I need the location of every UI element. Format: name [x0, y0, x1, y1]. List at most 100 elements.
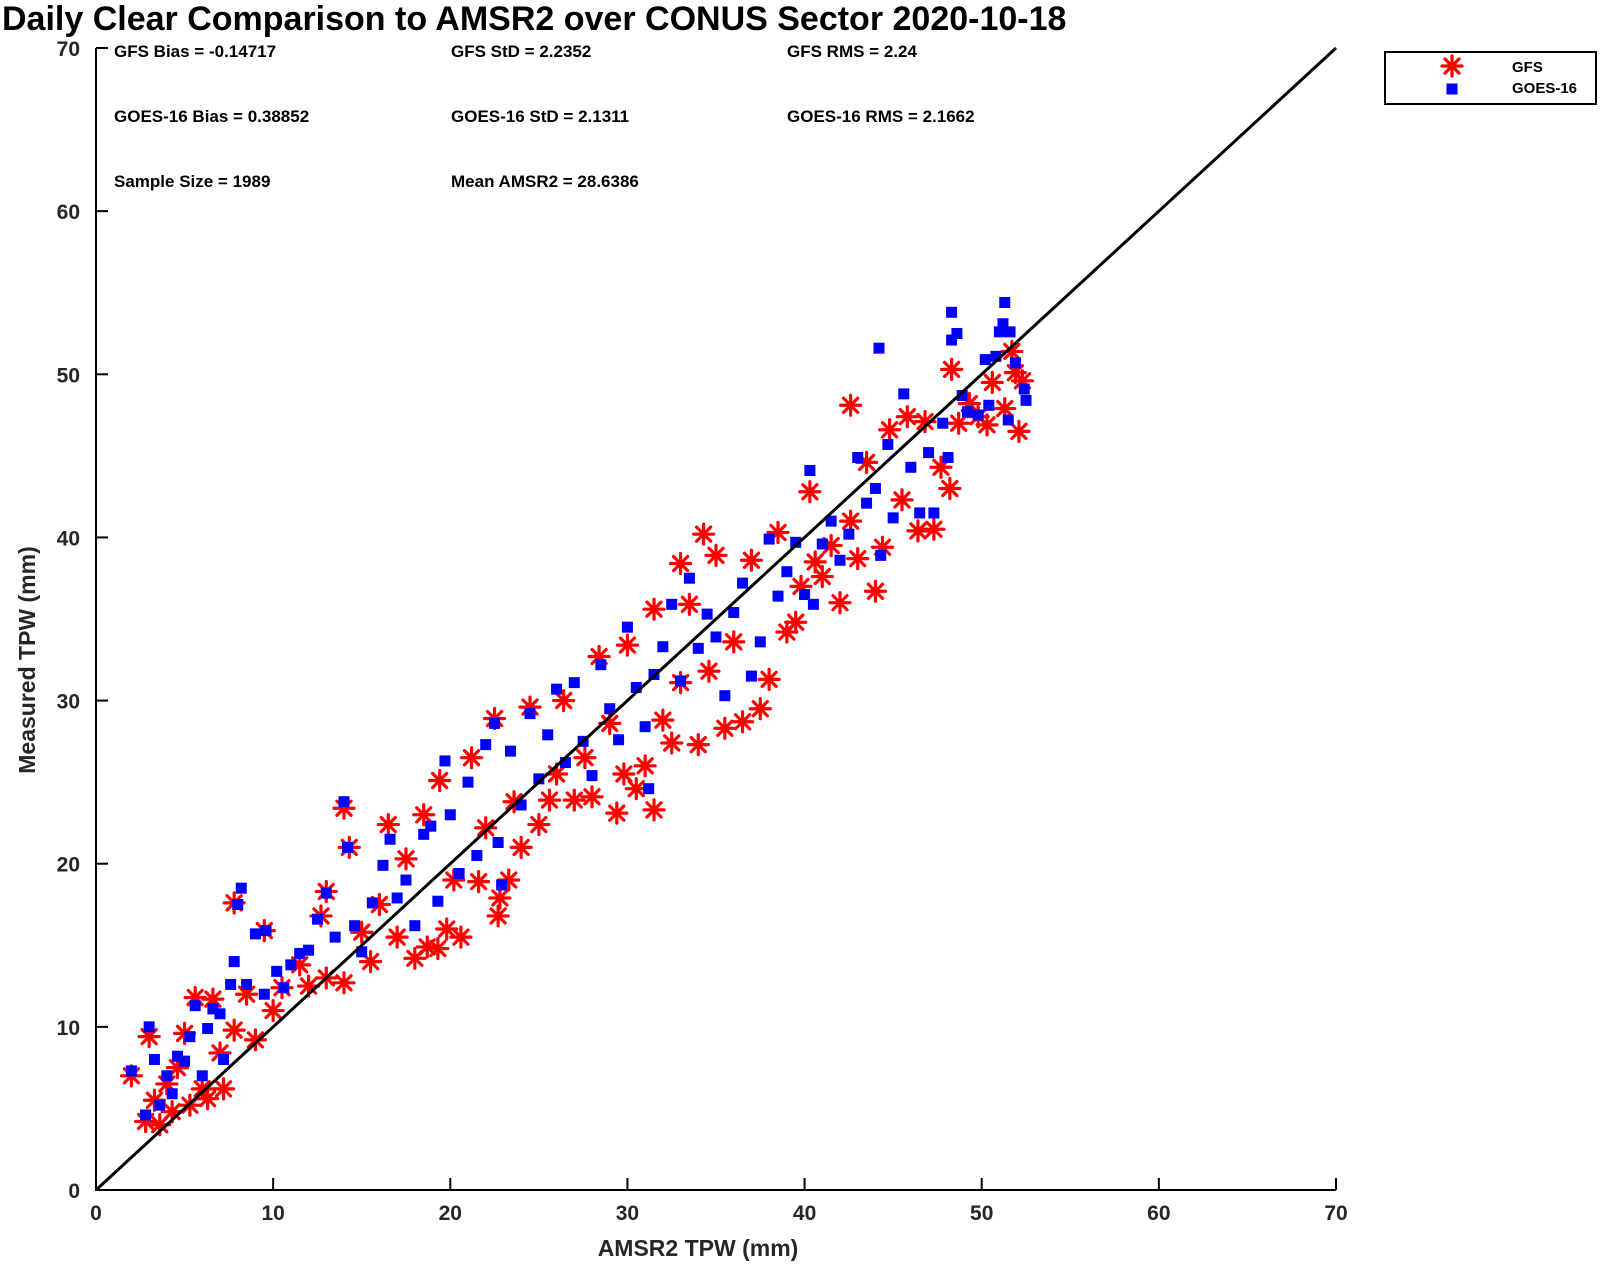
goes-16-point: [471, 850, 483, 862]
goes-16-point: [171, 1050, 183, 1062]
gfs-point: [486, 904, 510, 928]
goes-16-point: [568, 677, 580, 689]
goes-16-point: [990, 350, 1002, 362]
goes-16-point: [207, 1003, 219, 1015]
goes-16-point: [311, 913, 323, 925]
goes-16-point: [515, 799, 527, 811]
goes-16-point: [719, 690, 731, 702]
goes-16-point: [551, 683, 563, 695]
gfs-point: [642, 798, 666, 822]
goes-16-point: [946, 306, 958, 318]
gfs-point: [243, 1028, 268, 1052]
legend-gfs-asterisk: [1440, 54, 1464, 78]
gfs-point: [222, 1018, 246, 1042]
goes-16-point: [882, 438, 894, 450]
goes-16-point: [480, 739, 492, 751]
goes-16-point: [692, 642, 704, 654]
gfs-point: [624, 777, 648, 801]
x-tick-label: 30: [616, 1202, 639, 1225]
gfs-point: [332, 971, 356, 995]
goes-16-point: [861, 497, 873, 509]
goes-16-point: [997, 318, 1009, 330]
goes-16-point: [432, 895, 444, 907]
gfs-point: [261, 998, 285, 1023]
goes-16-point: [228, 956, 240, 968]
gfs-point: [839, 509, 863, 533]
y-tick-label: 20: [57, 854, 80, 877]
goes-16-point: [542, 729, 554, 741]
gfs-point: [939, 357, 964, 381]
gfs-point: [552, 688, 576, 713]
goes-16-point: [586, 770, 598, 782]
goes-16-point: [898, 388, 910, 400]
goes-16-point: [439, 755, 451, 767]
gfs-point: [828, 591, 852, 615]
x-tick-label: 50: [970, 1202, 993, 1225]
goes-16-point: [972, 409, 984, 421]
gfs-point: [459, 746, 484, 770]
gfs-point: [784, 610, 808, 634]
goes-16-point: [294, 947, 306, 959]
gfs-point: [677, 592, 702, 616]
goes-16-point: [366, 897, 378, 909]
goes-16-point: [524, 708, 536, 720]
goes-16-point: [1020, 394, 1032, 406]
x-tick-label: 10: [261, 1202, 284, 1225]
y-axis-label: Measured TPW (mm): [14, 546, 40, 773]
gfs-point: [562, 788, 586, 812]
goes-16-point: [425, 820, 437, 832]
stat-mean-amsr2: Mean AMSR2 = 28.6386: [451, 172, 639, 191]
gfs-point: [810, 564, 834, 589]
goes-16-point: [303, 944, 315, 956]
goes-16-point: [754, 636, 766, 648]
goes-16-point: [400, 874, 412, 886]
gfs-point: [947, 411, 971, 435]
gfs-point: [580, 785, 604, 809]
goes-16-point: [225, 978, 237, 990]
gfs-point: [633, 754, 657, 778]
gfs-point: [691, 522, 716, 546]
goes-16-point: [154, 1099, 166, 1111]
goes-16-point: [184, 1031, 196, 1043]
stat-gfs-bias: GFS Bias = -0.14717: [114, 42, 276, 61]
goes-16-point: [956, 389, 968, 401]
gfs-point: [1007, 419, 1031, 443]
goes-16-point: [962, 406, 974, 418]
goes-16-point: [533, 773, 545, 785]
gfs-point: [196, 1087, 220, 1111]
goes-16-point: [559, 757, 571, 769]
goes-16-point: [852, 451, 864, 463]
gfs-point: [211, 1077, 236, 1101]
goes-16-point: [260, 925, 272, 937]
goes-16-point: [772, 590, 784, 602]
goes-16-point: [271, 965, 283, 977]
gfs-point: [863, 579, 888, 603]
gfs-point: [839, 393, 863, 417]
one-to-one-reference-line: [94, 46, 1338, 1192]
legend-marker-goes-16: [1446, 83, 1458, 95]
gfs-point: [895, 405, 919, 429]
gfs-point: [697, 659, 721, 683]
goes-16-point: [799, 589, 811, 601]
stat-goes-std: GOES-16 StD = 2.1311: [451, 107, 629, 126]
stat-gfs-std: GFS StD = 2.2352: [451, 42, 591, 61]
gfs-point: [668, 551, 693, 576]
goes-16-point: [643, 783, 655, 795]
goes-16-point: [338, 796, 350, 808]
gfs-point: [846, 547, 870, 571]
goes-16-point: [937, 417, 949, 429]
x-tick-label: 60: [1147, 1202, 1170, 1225]
gfs-point: [686, 733, 710, 757]
goes-16-point: [790, 536, 802, 548]
goes-16-point: [983, 399, 995, 411]
goes-16-point: [604, 703, 616, 715]
y-tick-label: 30: [57, 691, 80, 714]
gfs-point: [426, 936, 450, 961]
goes-16-point: [710, 631, 722, 643]
goes-16-point: [161, 1070, 173, 1082]
stat-goes-rms: GOES-16 RMS = 2.1662: [787, 107, 975, 126]
goes-16-point: [179, 1055, 191, 1067]
goes-16-point: [701, 608, 713, 620]
goes-16-point: [993, 326, 1005, 338]
goes-16-point: [1018, 383, 1030, 395]
